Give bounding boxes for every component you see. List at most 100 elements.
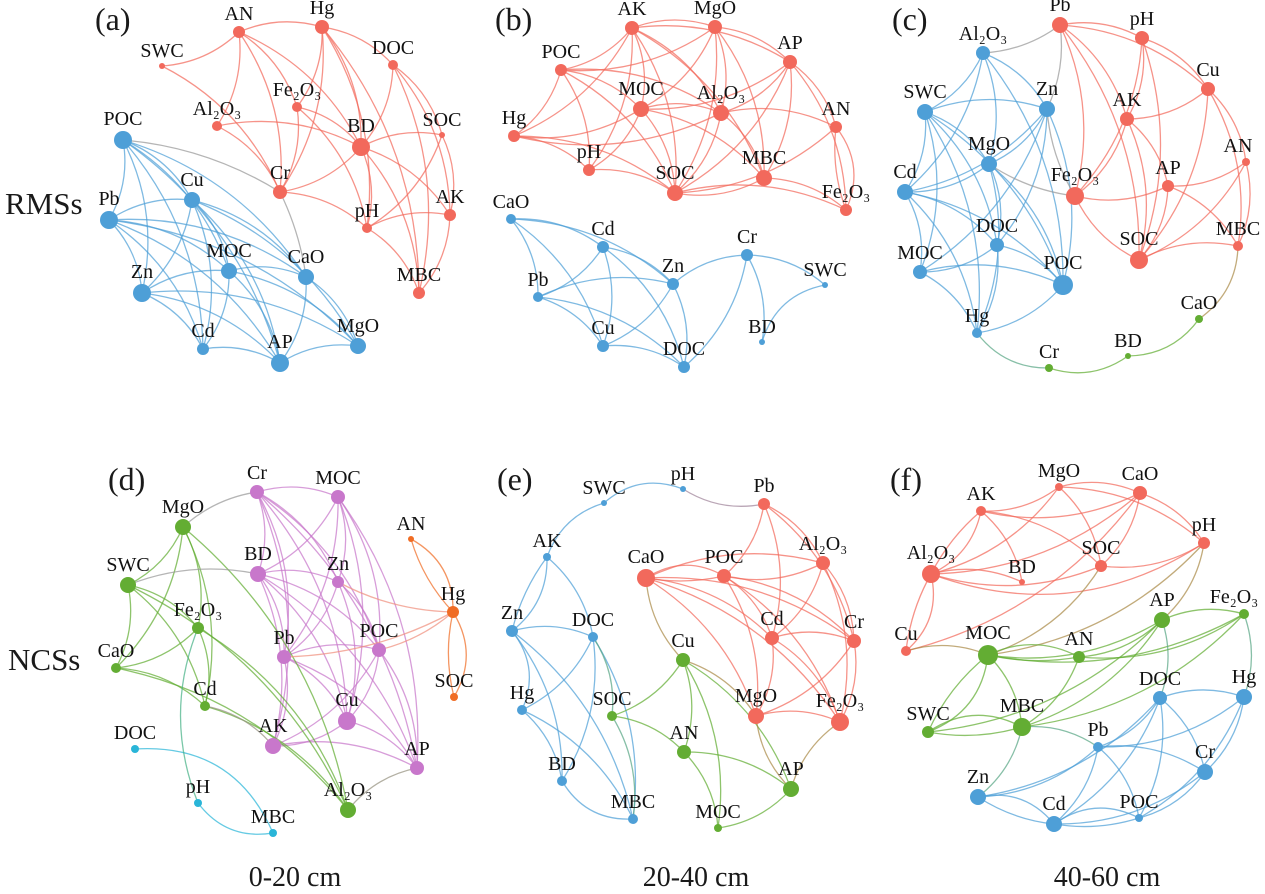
edge-Cu-DOC	[602, 344, 685, 368]
node-label-Fe2O3: Fe₂O₃	[174, 599, 222, 621]
edge-Al2O3-AN	[720, 107, 837, 128]
edge-Pb-POC	[723, 503, 765, 577]
node-AN	[1242, 158, 1250, 166]
edge-Cr-Cd	[1053, 771, 1206, 825]
edge-CaO-Pb	[510, 218, 539, 298]
node-label-Al2O3: Al₂O₃	[193, 98, 241, 120]
edge-POC-Cu	[122, 139, 193, 201]
node-Pb	[1052, 17, 1068, 33]
edge-Hg-Pb	[283, 611, 454, 658]
edge-Cr-SWC	[746, 254, 826, 286]
node-label-SOC: SOC	[1120, 228, 1159, 250]
node-Cu	[676, 653, 690, 667]
edge-Zn-DOC	[672, 283, 688, 368]
edge-DOC-SOC	[592, 636, 614, 717]
node-MBC	[269, 829, 277, 837]
edge-SWC-MBC	[927, 726, 1023, 737]
node-label-Zn: Zn	[131, 261, 153, 283]
edge-Cd-AK	[204, 705, 274, 747]
node-label-Pb: Pb	[273, 627, 294, 649]
edge-AK-MOC	[631, 27, 646, 110]
edge-MOC-AP	[337, 496, 419, 769]
edge-Hg-BD	[521, 709, 563, 782]
node-Fe2O3	[292, 102, 302, 112]
node-label-pH: pH	[355, 200, 379, 222]
edge-CaO-Cd	[510, 218, 604, 248]
edge-AP-SWC	[927, 619, 1163, 733]
node-SOC	[450, 693, 458, 701]
edge-CaO-MgO	[645, 577, 757, 717]
edge-MOC-SOC	[640, 108, 676, 194]
edge-Hg-DOC	[321, 26, 394, 66]
edge-MgO-SWC	[127, 526, 184, 586]
edge-Hg-Zn	[337, 581, 454, 613]
edge-MBC-Fe2O3	[763, 177, 847, 211]
node-label-Fe2O3: Fe₂O₃	[816, 690, 864, 712]
node-Fe2O3	[840, 204, 852, 216]
edge-AK-SOC	[980, 510, 1102, 567]
node-Cr	[250, 485, 264, 499]
edge-Al2O3-AP	[347, 767, 418, 811]
edge-AN-Fe2O3	[834, 126, 847, 211]
edge-AN-BD	[238, 31, 362, 148]
edge-pH-AK	[1126, 37, 1145, 120]
edge-AN-MBC	[1237, 161, 1251, 247]
edge-Cu-MOC	[905, 644, 989, 656]
node-Zn	[332, 576, 344, 588]
edge-Cr-MOC	[256, 486, 339, 498]
edge-AK-MBC	[418, 214, 451, 294]
edge-Cu-MgO	[682, 659, 757, 717]
edge-Al2O3-Cu	[905, 573, 935, 652]
node-AN	[233, 26, 245, 38]
node-label-Hg: Hg	[510, 682, 534, 704]
edge-Fe2O3-Cr	[279, 106, 300, 193]
node-Hg	[447, 606, 459, 618]
node-Cd	[897, 184, 913, 200]
node-Cr	[1197, 764, 1213, 780]
edge-MgO-SOC	[1058, 486, 1102, 567]
node-Zn	[506, 625, 518, 637]
edge-pH-SWC	[603, 482, 684, 504]
node-label-POC: POC	[1044, 252, 1083, 274]
edge-Cr-CaO	[279, 191, 307, 278]
node-label-AK: AK	[967, 483, 996, 505]
node-AP	[1162, 180, 1174, 192]
edge-AK-SOC	[1126, 118, 1148, 261]
node-CaO	[506, 214, 516, 224]
edge-Al2O3-SWC	[924, 52, 984, 113]
node-MgO	[748, 708, 764, 724]
edge-Zn-AP	[141, 292, 281, 364]
node-Cu	[1201, 82, 1215, 96]
edge-Pb-Zn	[977, 746, 1099, 798]
node-pH	[583, 164, 595, 176]
edge-POC-Cr	[723, 575, 855, 642]
edge-Cu-AN	[682, 659, 693, 753]
edge-POC-Hg	[513, 69, 562, 137]
edge-MgO-Al2O3	[930, 486, 1060, 575]
node-Pb	[533, 292, 543, 302]
edge-Pb-Al2O3	[763, 503, 824, 564]
edge-Cd-Fe2O3	[771, 637, 841, 723]
node-Cr	[847, 634, 861, 648]
node-MOC	[913, 265, 927, 279]
edge-DOC-SOC	[392, 64, 443, 136]
node-AN	[677, 745, 691, 759]
node-Cd	[597, 241, 609, 253]
node-label-Pb: Pb	[1049, 0, 1070, 16]
edge-AK-pH	[588, 27, 633, 171]
edge-MgO-POC	[560, 26, 716, 72]
node-BD	[1019, 579, 1025, 585]
edge-DOC-Hg	[1159, 689, 1245, 699]
edge-Hg-Pb	[1097, 696, 1245, 748]
node-label-BD: BD	[1114, 330, 1142, 352]
node-label-CaO: CaO	[1122, 463, 1159, 485]
edge-POC-SOC	[560, 69, 676, 194]
node-label-SWC: SWC	[803, 259, 846, 281]
edge-Al2O3-POC	[982, 52, 1064, 286]
edge-CaO-Al2O3	[115, 667, 349, 811]
edge-BD-MBC	[561, 780, 634, 820]
edge-Zn-POC	[337, 581, 380, 651]
node-label-MBC: MBC	[611, 791, 655, 813]
edge-Zn-MgO	[988, 108, 1048, 165]
edge-CaO-pH	[1139, 492, 1205, 544]
